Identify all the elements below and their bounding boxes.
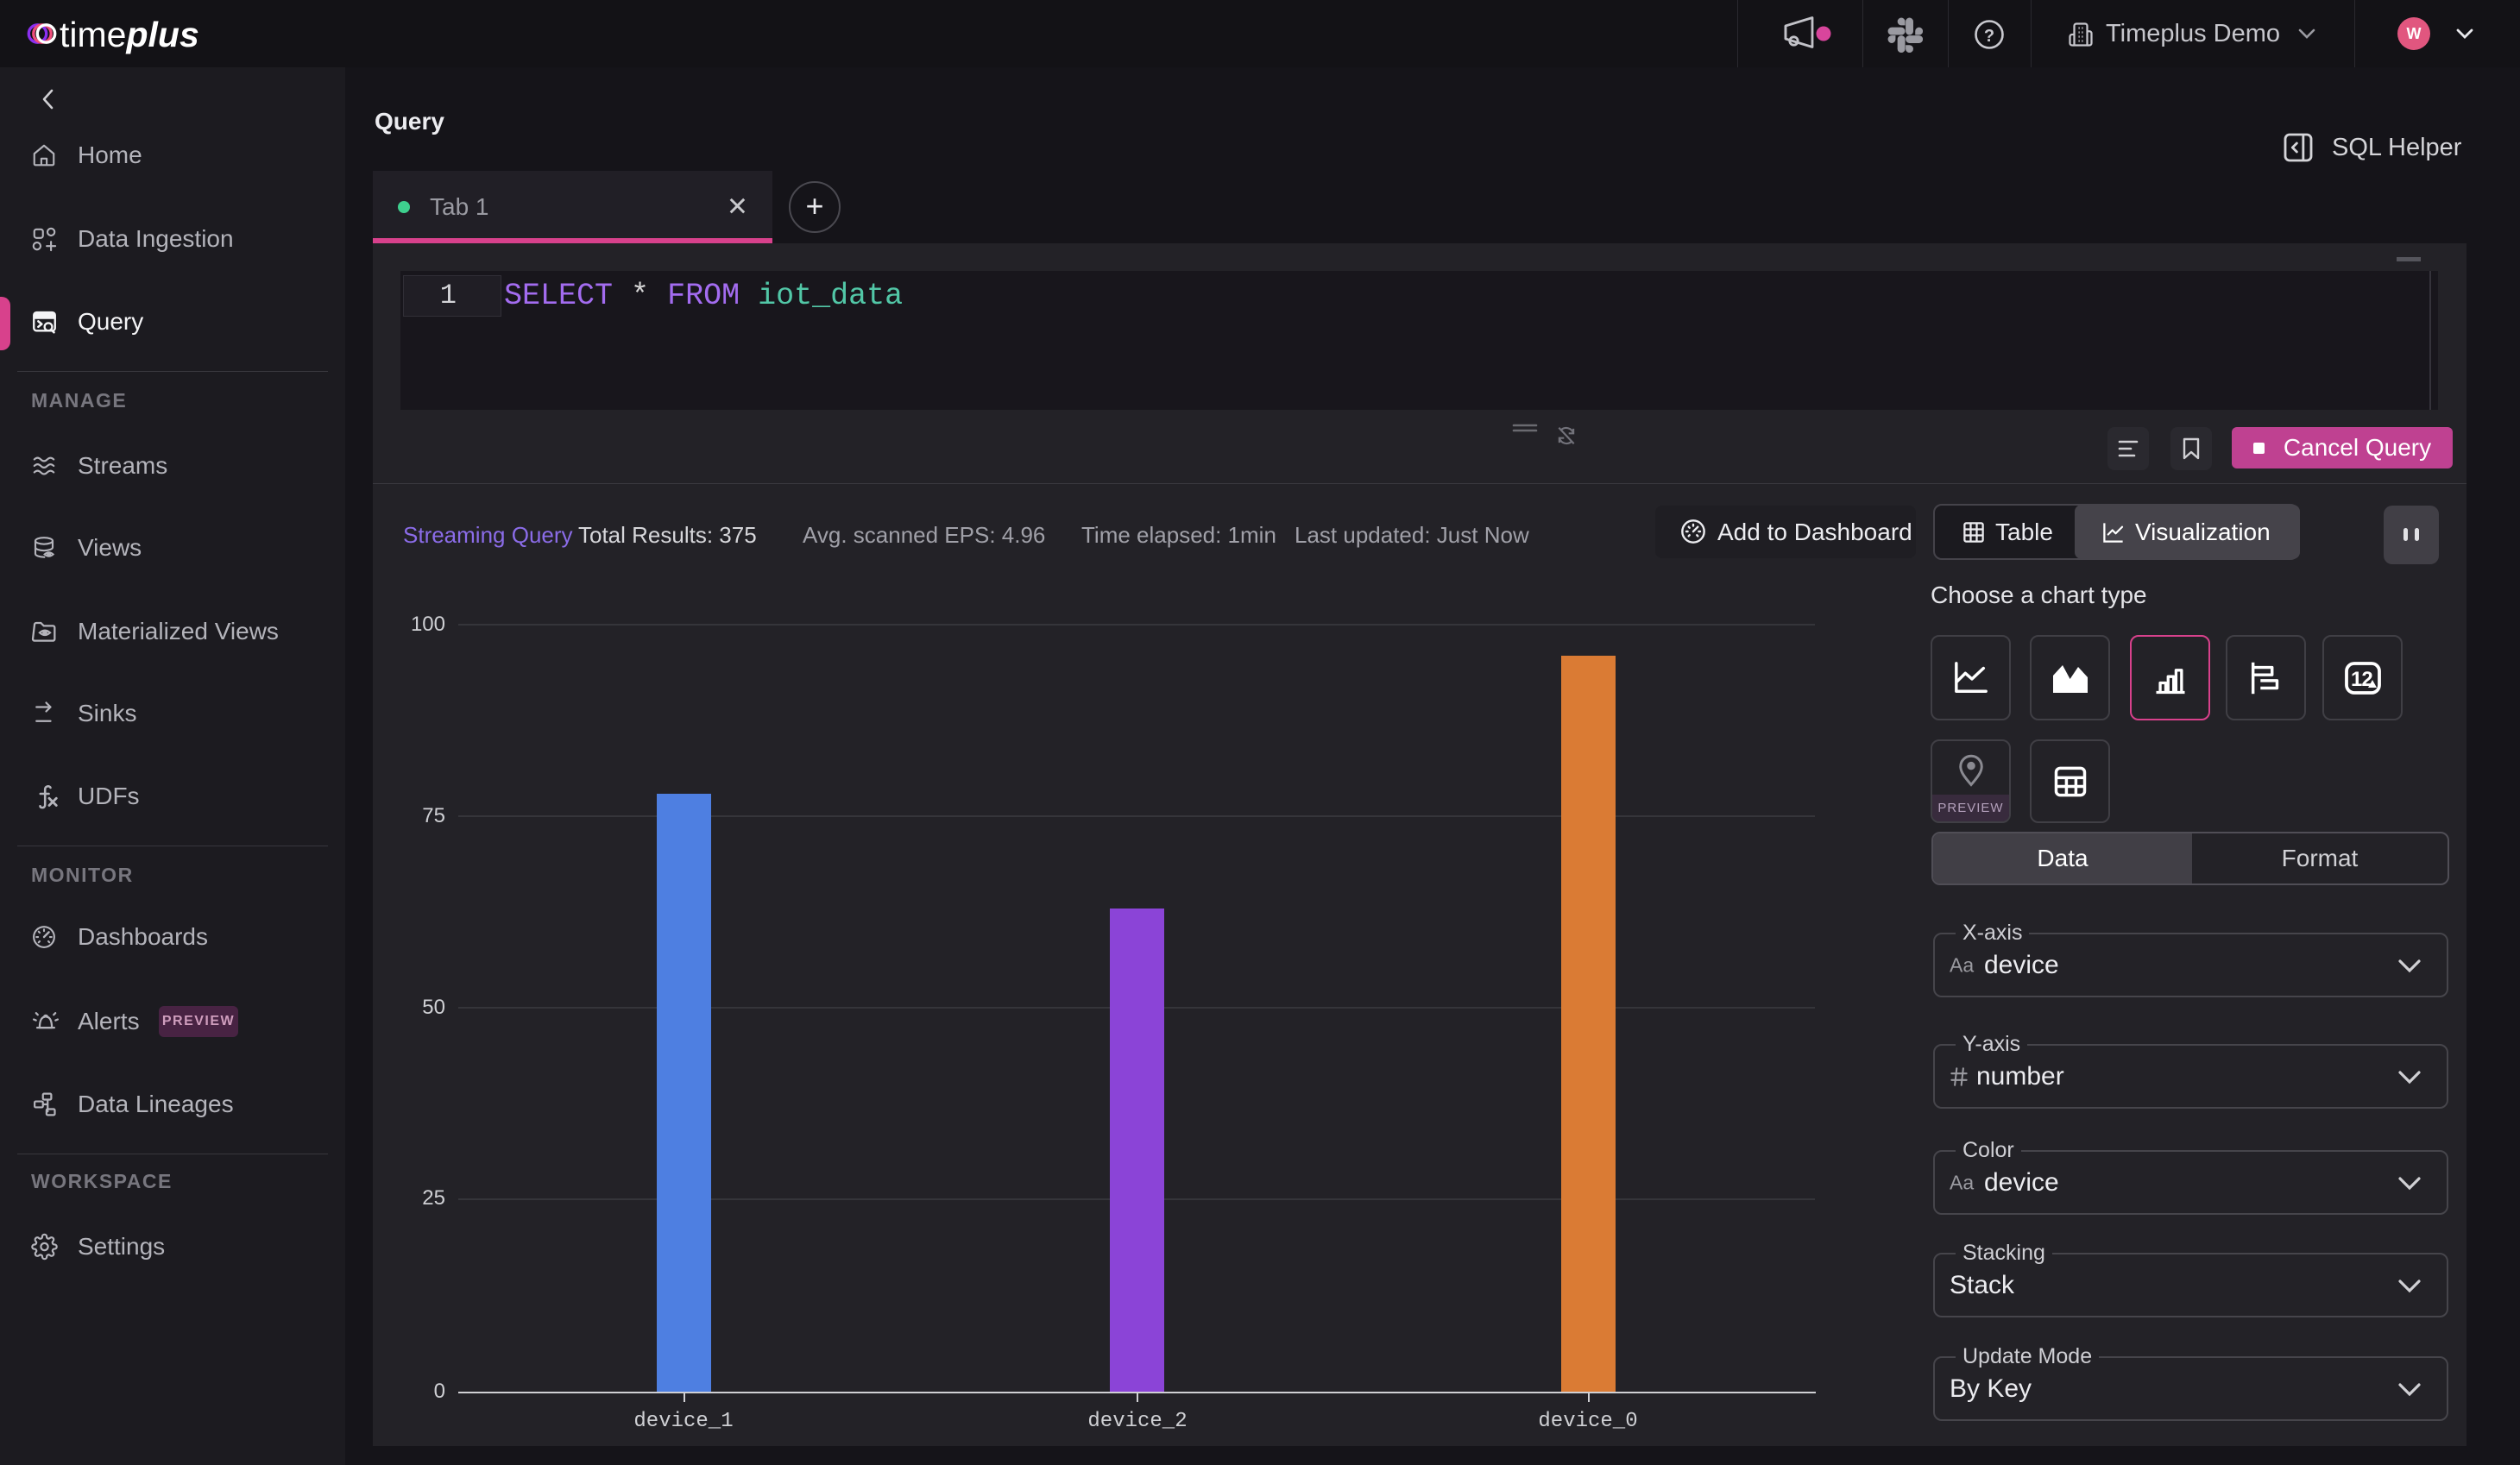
svg-text:?: ? (1984, 27, 1994, 46)
